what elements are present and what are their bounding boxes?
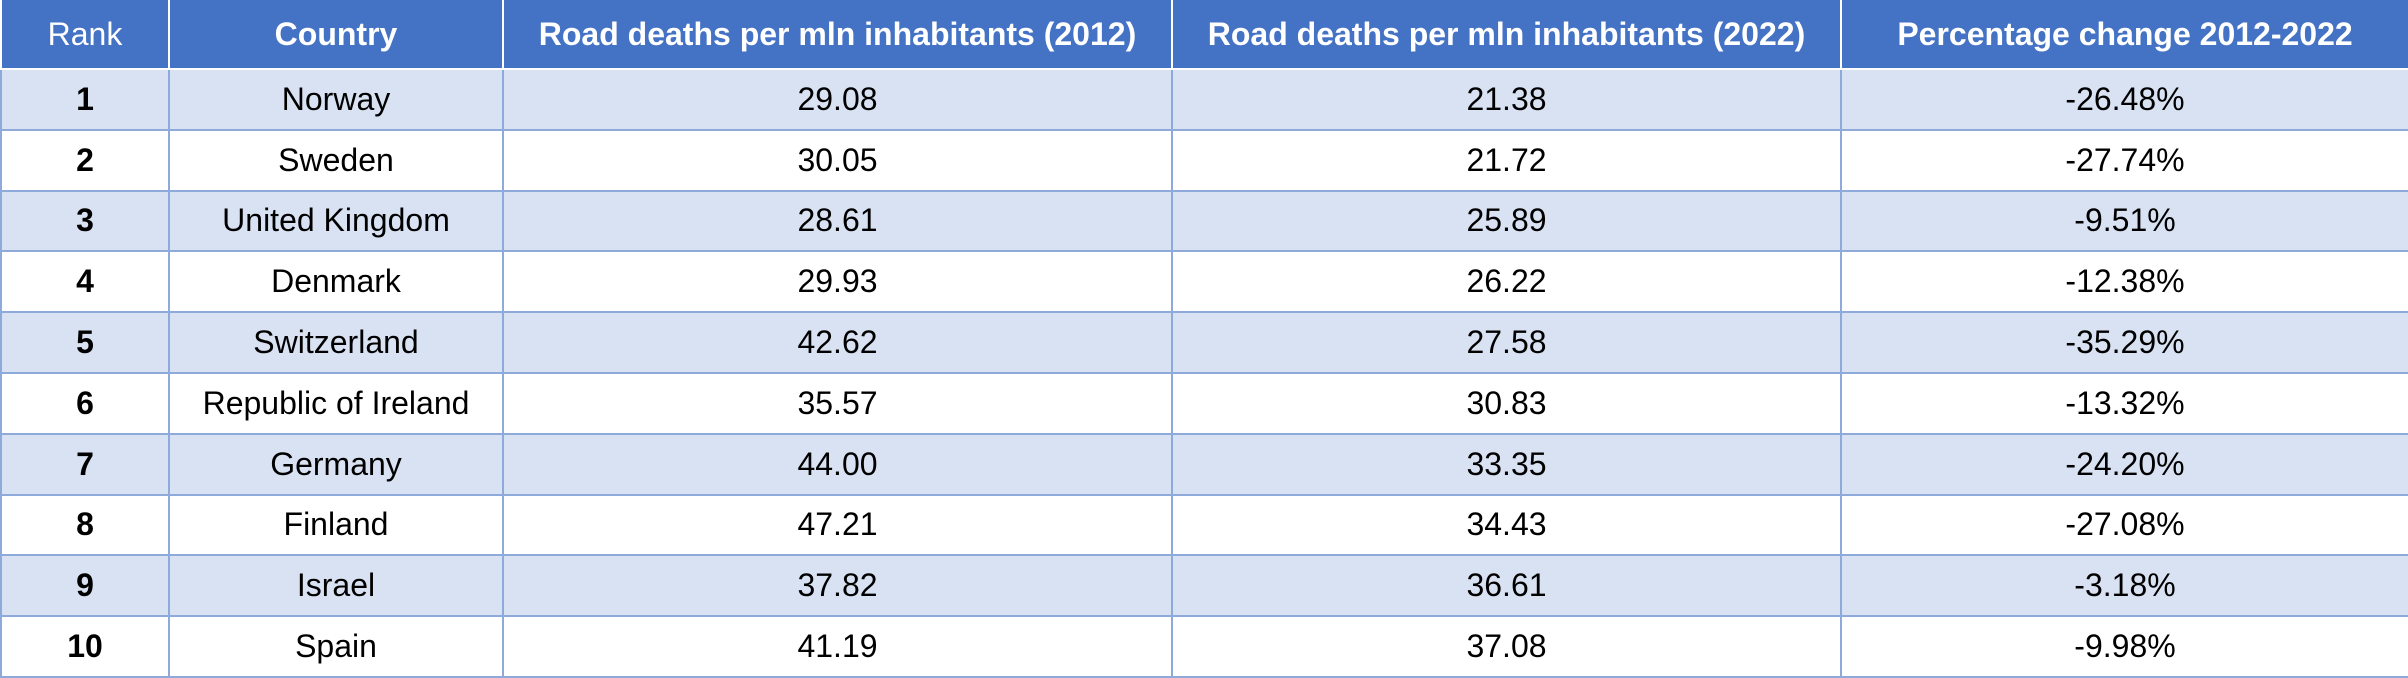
percentage-change-cell: -9.98% bbox=[1840, 615, 2408, 678]
table-row: 2 Sweden 30.05 21.72 -27.74% bbox=[0, 128, 2408, 192]
country-cell: Republic of Ireland bbox=[168, 371, 504, 435]
deaths-2012-cell: 30.05 bbox=[502, 128, 1173, 192]
percentage-change-cell: -13.32% bbox=[1840, 371, 2408, 435]
deaths-2012-cell: 44.00 bbox=[502, 432, 1173, 496]
percentage-change-cell: -27.74% bbox=[1840, 128, 2408, 192]
deaths-2022-cell: 37.08 bbox=[1171, 615, 1842, 678]
table-row: 7 Germany 44.00 33.35 -24.20% bbox=[0, 432, 2408, 496]
percentage-change-cell: -27.08% bbox=[1840, 493, 2408, 557]
country-cell: Finland bbox=[168, 493, 504, 557]
percentage-change-cell: -26.48% bbox=[1840, 68, 2408, 131]
deaths-2012-cell: 29.08 bbox=[502, 68, 1173, 131]
header-row: Rank Country Road deaths per mln inhabit… bbox=[0, 0, 2408, 70]
deaths-2012-cell: 28.61 bbox=[502, 189, 1173, 253]
country-cell: Norway bbox=[168, 68, 504, 131]
percentage-change-cell: -35.29% bbox=[1840, 311, 2408, 374]
deaths-2022-cell: 33.35 bbox=[1171, 432, 1842, 496]
table-row: 9 Israel 37.82 36.61 -3.18% bbox=[0, 554, 2408, 618]
rank-cell: 3 bbox=[0, 189, 170, 253]
rank-cell: 4 bbox=[0, 250, 170, 314]
rank-cell: 5 bbox=[0, 311, 170, 374]
country-cell: Germany bbox=[168, 432, 504, 496]
deaths-2022-cell: 26.22 bbox=[1171, 250, 1842, 314]
table-row: 3 United Kingdom 28.61 25.89 -9.51% bbox=[0, 189, 2408, 253]
deaths-2022-cell: 30.83 bbox=[1171, 371, 1842, 435]
country-cell: United Kingdom bbox=[168, 189, 504, 253]
deaths-2022-cell: 27.58 bbox=[1171, 311, 1842, 374]
table-row: 6 Republic of Ireland 35.57 30.83 -13.32% bbox=[0, 371, 2408, 435]
percentage-change-cell: -24.20% bbox=[1840, 432, 2408, 496]
rank-cell: 2 bbox=[0, 128, 170, 192]
column-header-percentage-change: Percentage change 2012-2022 bbox=[1840, 0, 2408, 70]
rank-cell: 6 bbox=[0, 371, 170, 435]
country-cell: Sweden bbox=[168, 128, 504, 192]
column-header-country: Country bbox=[168, 0, 504, 70]
deaths-2012-cell: 37.82 bbox=[502, 554, 1173, 618]
rank-cell: 9 bbox=[0, 554, 170, 618]
percentage-change-cell: -12.38% bbox=[1840, 250, 2408, 314]
deaths-2012-cell: 29.93 bbox=[502, 250, 1173, 314]
country-cell: Switzerland bbox=[168, 311, 504, 374]
table-body: 1 Norway 29.08 21.38 -26.48% 2 Sweden 30.05 21.7… bbox=[0, 68, 2408, 678]
rank-cell: 8 bbox=[0, 493, 170, 557]
table-row: 1 Norway 29.08 21.38 -26.48% bbox=[0, 68, 2408, 131]
table-row: 5 Switzerland 42.62 27.58 -35.29% bbox=[0, 311, 2408, 374]
country-cell: Spain bbox=[168, 615, 504, 678]
table-row: 10 Spain 41.19 37.08 -9.98% bbox=[0, 615, 2408, 678]
percentage-change-cell: -3.18% bbox=[1840, 554, 2408, 618]
table-row: 4 Denmark 29.93 26.22 -12.38% bbox=[0, 250, 2408, 314]
deaths-2022-cell: 36.61 bbox=[1171, 554, 1842, 618]
deaths-2012-cell: 42.62 bbox=[502, 311, 1173, 374]
deaths-2012-cell: 47.21 bbox=[502, 493, 1173, 557]
column-header-deaths-2012: Road deaths per mln inhabitants (2012) bbox=[502, 0, 1173, 70]
country-cell: Denmark bbox=[168, 250, 504, 314]
deaths-2012-cell: 35.57 bbox=[502, 371, 1173, 435]
column-header-deaths-2022: Road deaths per mln inhabitants (2022) bbox=[1171, 0, 1842, 70]
deaths-2022-cell: 21.38 bbox=[1171, 68, 1842, 131]
rank-cell: 7 bbox=[0, 432, 170, 496]
column-header-rank: Rank bbox=[0, 0, 170, 70]
country-cell: Israel bbox=[168, 554, 504, 618]
deaths-2022-cell: 21.72 bbox=[1171, 128, 1842, 192]
deaths-2022-cell: 34.43 bbox=[1171, 493, 1842, 557]
percentage-change-cell: -9.51% bbox=[1840, 189, 2408, 253]
rank-cell: 10 bbox=[0, 615, 170, 678]
table-row: 8 Finland 47.21 34.43 -27.08% bbox=[0, 493, 2408, 557]
rank-cell: 1 bbox=[0, 68, 170, 131]
deaths-2012-cell: 41.19 bbox=[502, 615, 1173, 678]
deaths-2022-cell: 25.89 bbox=[1171, 189, 1842, 253]
